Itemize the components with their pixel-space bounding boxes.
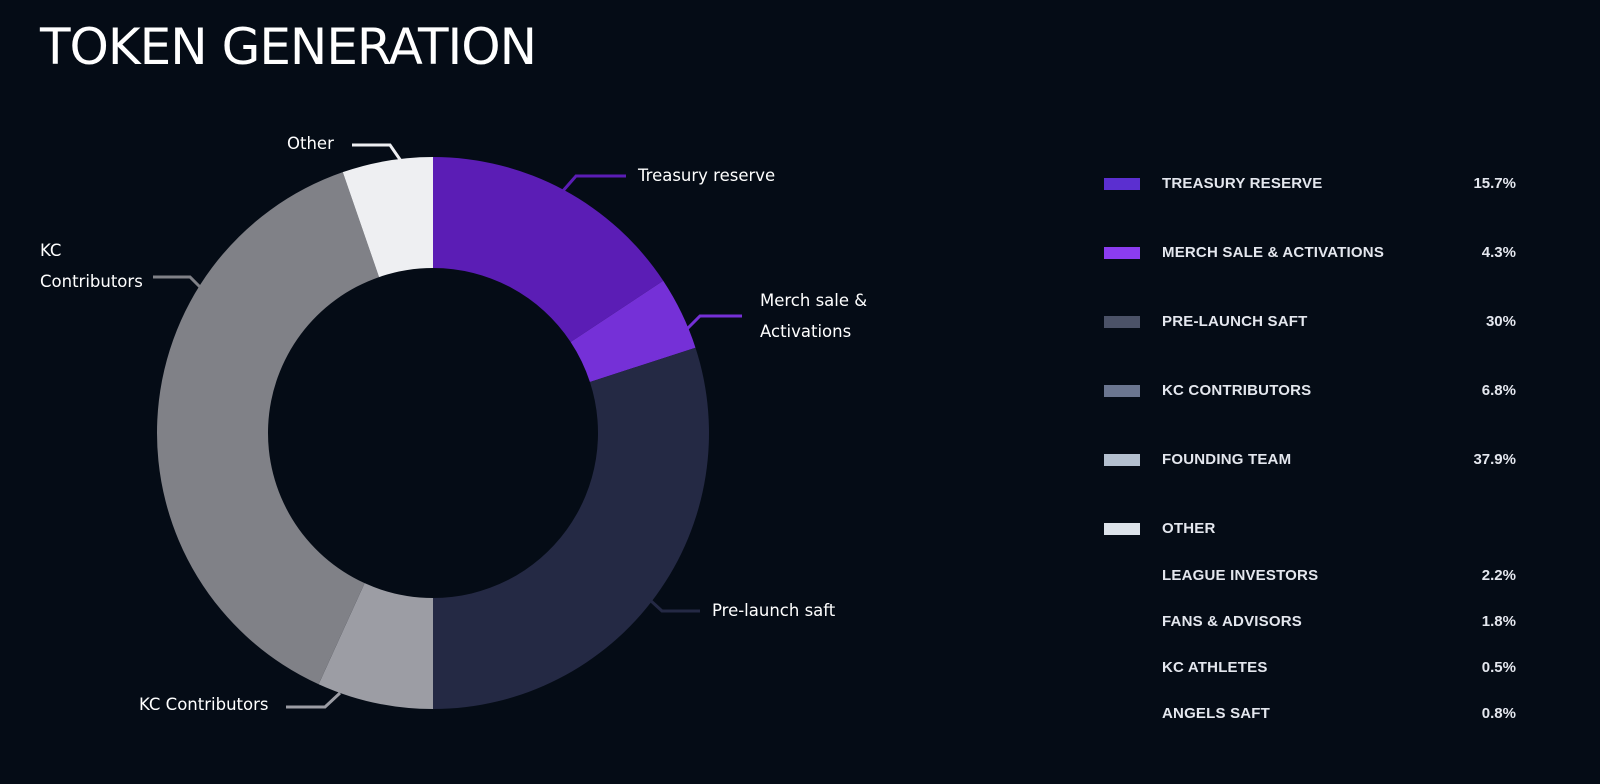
donut-slice-1 — [570, 280, 696, 383]
legend-value: 1.8% — [1481, 613, 1516, 630]
legend-swatch — [1104, 385, 1140, 397]
legend-value: 0.8% — [1481, 705, 1516, 722]
donut-slice-5 — [342, 157, 433, 278]
callout-line-kc-left — [153, 275, 205, 292]
legend-label: TREASURY RESERVE — [1162, 175, 1323, 192]
legend-swatch — [1104, 454, 1140, 466]
legend-row: OTHER — [1104, 517, 1516, 541]
callout-line-prelaunch — [648, 598, 700, 613]
legend-row: KC CONTRIBUTORS 6.8% — [1104, 379, 1516, 403]
legend-row: MERCH SALE & ACTIVATIONS 4.3% — [1104, 241, 1516, 265]
donut-slices — [157, 157, 709, 710]
callout-label-merch-line2: Activations — [760, 322, 851, 341]
callout-label-kc-left-line1: KC — [40, 241, 61, 260]
legend-value: 15.7% — [1473, 175, 1516, 192]
callout-label-other: Other — [287, 134, 334, 153]
legend-value: 2.2% — [1481, 567, 1516, 584]
legend-value: 37.9% — [1473, 451, 1516, 468]
callout-label-kc-bottom: KC Contributors — [139, 695, 268, 714]
callout-label-merch-line1: Merch sale & — [760, 291, 867, 310]
callout-line-other — [352, 143, 403, 162]
legend-row: KC ATHLETES 0.5% — [1104, 656, 1516, 680]
donut-slice-3 — [318, 583, 433, 709]
callout-line-merch — [684, 314, 742, 332]
legend-row: TREASURY RESERVE 15.7% — [1104, 172, 1516, 196]
legend-value: 30% — [1485, 313, 1516, 330]
legend-value: 4.3% — [1481, 244, 1516, 261]
legend-row: ANGELS SAFT 0.8% — [1104, 702, 1516, 726]
legend-row: PRE-LAUNCH SAFT 30% — [1104, 310, 1516, 334]
callout-label-treasury: Treasury reserve — [637, 166, 775, 185]
legend-value: 0.5% — [1481, 659, 1516, 676]
legend-swatch — [1104, 523, 1140, 535]
donut-slice-0 — [433, 157, 664, 342]
callout-label-kc-left-line2: Contributors — [40, 272, 143, 291]
legend-swatch — [1104, 247, 1140, 259]
legend-swatch — [1104, 178, 1140, 190]
legend-label: FOUNDING TEAM — [1162, 451, 1292, 468]
page-title: TOKEN GENERATION — [40, 18, 537, 76]
callout-label-prelaunch: Pre-launch saft — [712, 601, 836, 620]
legend-label: PRE-LAUNCH SAFT — [1162, 313, 1308, 330]
legend-label: MERCH SALE & ACTIVATIONS — [1162, 244, 1385, 261]
legend-row: LEAGUE INVESTORS 2.2% — [1104, 564, 1516, 588]
legend: TREASURY RESERVE 15.7% MERCH SALE & ACTIVA… — [1104, 0, 1516, 784]
callout-line-treasury — [560, 174, 626, 193]
legend-label: KC CONTRIBUTORS — [1162, 382, 1312, 399]
legend-label: ANGELS SAFT — [1162, 705, 1271, 722]
legend-label: OTHER — [1162, 520, 1216, 537]
legend-label: FANS & ADVISORS — [1162, 613, 1302, 630]
donut-chart: Treasury reserve Merch sale & Activation… — [40, 134, 867, 714]
legend-label: KC ATHLETES — [1162, 659, 1268, 676]
callout-line-kc-bottom — [286, 691, 342, 709]
legend-swatch — [1104, 316, 1140, 328]
donut-slice-4 — [157, 172, 380, 685]
legend-label: LEAGUE INVESTORS — [1162, 567, 1319, 584]
donut-slice-2 — [433, 347, 709, 710]
legend-row: FANS & ADVISORS 1.8% — [1104, 610, 1516, 634]
legend-row: FOUNDING TEAM 37.9% — [1104, 448, 1516, 472]
legend-value: 6.8% — [1481, 382, 1516, 399]
